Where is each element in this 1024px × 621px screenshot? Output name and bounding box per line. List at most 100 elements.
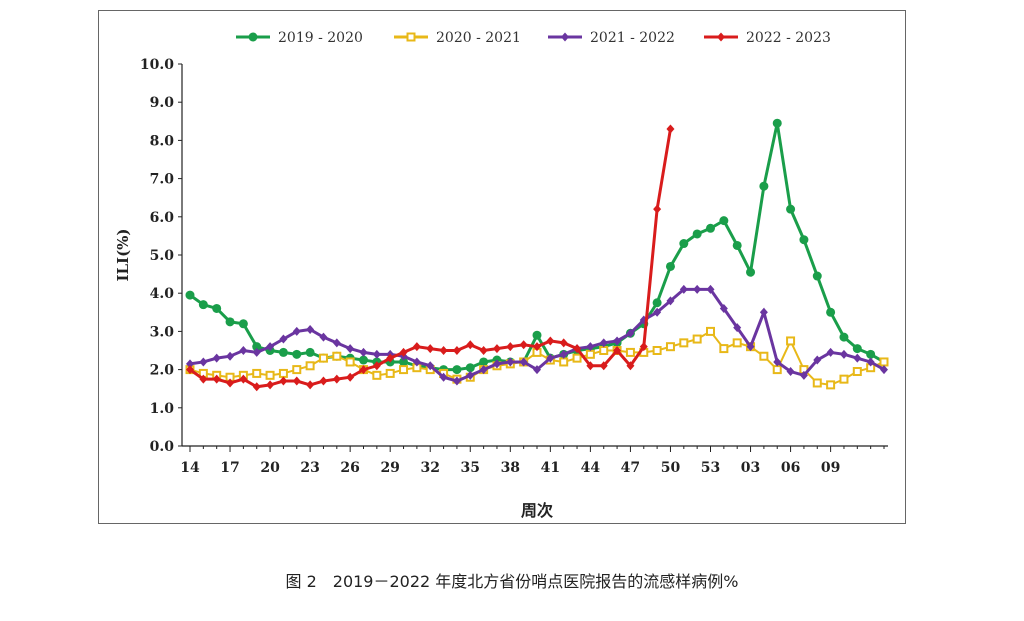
data-point-2021-2022 <box>439 372 448 382</box>
data-point-2019-2020 <box>786 204 796 214</box>
data-point-2020-2021 <box>652 346 662 355</box>
data-point-2019-2020 <box>759 181 769 191</box>
data-point-2022-2023 <box>492 344 501 354</box>
data-point-2020-2021 <box>692 334 702 344</box>
data-point-2020-2021 <box>305 361 315 371</box>
y-tick-label: 10.0 <box>140 57 174 73</box>
data-point-2021-2022 <box>773 357 782 367</box>
data-point-2021-2022 <box>533 365 541 375</box>
y-tick-label: 6.0 <box>150 210 175 226</box>
data-point-2022-2023 <box>452 346 461 355</box>
data-point-2019-2020 <box>238 319 248 329</box>
x-tick-label: 29 <box>380 460 399 476</box>
data-point-2022-2023 <box>599 361 608 371</box>
data-point-2019-2020 <box>812 271 822 281</box>
y-tick-label: 0.0 <box>150 439 175 455</box>
data-point-2022-2023 <box>626 361 635 371</box>
data-point-2021-2022 <box>786 367 795 377</box>
data-point-2020-2021 <box>812 378 822 388</box>
data-point-2019-2020 <box>452 365 462 375</box>
legend-marker-2020-2021 <box>406 32 416 42</box>
data-point-2020-2021 <box>252 368 262 378</box>
data-point-2021-2022 <box>653 307 662 317</box>
data-point-2022-2023 <box>546 336 555 346</box>
data-point-2022-2023 <box>212 374 221 384</box>
data-point-2022-2023 <box>359 365 368 375</box>
data-point-2022-2023 <box>533 342 541 352</box>
legend-label-2019-2020: 2019 - 2020 <box>278 30 363 46</box>
data-point-2022-2023 <box>439 346 448 355</box>
data-point-2020-2021 <box>852 367 862 377</box>
legend-label-2022-2023: 2022 - 2023 <box>746 30 831 46</box>
data-point-2022-2023 <box>506 342 515 352</box>
chart-frame <box>98 10 906 524</box>
data-point-2021-2022 <box>279 334 288 344</box>
data-point-2020-2021 <box>665 342 675 352</box>
data-point-2019-2020 <box>679 239 689 249</box>
legend-label-2020-2021: 2020 - 2021 <box>436 30 521 46</box>
data-point-2022-2023 <box>666 124 675 134</box>
y-tick-label: 2.0 <box>150 363 175 379</box>
data-point-2021-2022 <box>853 353 862 363</box>
data-point-2021-2022 <box>706 284 715 294</box>
y-tick-label: 5.0 <box>150 248 175 264</box>
data-point-2021-2022 <box>719 303 728 313</box>
data-point-2019-2020 <box>665 261 675 271</box>
data-point-2019-2020 <box>852 344 862 354</box>
data-point-2019-2020 <box>706 223 715 233</box>
x-tick-label: 41 <box>541 460 560 476</box>
data-point-2021-2022 <box>346 344 355 354</box>
data-point-2022-2023 <box>466 340 475 350</box>
x-tick-label: 53 <box>701 460 720 476</box>
data-point-2020-2021 <box>679 338 689 348</box>
x-tick-label: 03 <box>741 460 760 476</box>
data-point-2022-2023 <box>226 378 235 388</box>
legend-marker-2019-2020 <box>248 32 258 42</box>
data-point-2022-2023 <box>386 353 395 363</box>
data-point-2019-2020 <box>866 349 876 359</box>
data-point-2020-2021 <box>625 347 635 357</box>
data-point-2022-2023 <box>586 361 595 371</box>
data-point-2019-2020 <box>652 298 662 308</box>
data-point-2022-2023 <box>332 374 341 384</box>
data-point-2021-2022 <box>586 342 595 352</box>
x-tick-label: 47 <box>621 460 640 476</box>
x-tick-label: 50 <box>661 460 681 476</box>
data-point-2022-2023 <box>319 376 328 386</box>
data-point-2019-2020 <box>198 300 208 310</box>
data-point-2019-2020 <box>692 229 702 239</box>
data-point-2021-2022 <box>679 284 688 294</box>
data-point-2019-2020 <box>799 235 809 245</box>
data-point-2020-2021 <box>345 357 355 367</box>
data-point-2021-2022 <box>492 359 501 369</box>
y-tick-label: 3.0 <box>150 324 175 340</box>
data-point-2021-2022 <box>452 376 461 386</box>
data-point-2020-2021 <box>385 368 395 378</box>
data-point-2020-2021 <box>826 380 836 390</box>
y-tick-label: 7.0 <box>150 172 175 188</box>
data-point-2022-2023 <box>399 347 408 357</box>
data-point-2020-2021 <box>786 336 796 346</box>
data-point-2021-2022 <box>466 370 475 380</box>
data-point-2022-2023 <box>346 372 355 382</box>
data-point-2021-2022 <box>626 328 635 338</box>
data-point-2021-2022 <box>226 351 235 361</box>
data-point-2020-2021 <box>706 326 715 336</box>
data-point-2020-2021 <box>572 353 582 363</box>
x-tick-label: 20 <box>260 460 280 476</box>
data-point-2020-2021 <box>732 338 742 348</box>
x-axis-title: 周次 <box>521 501 553 520</box>
x-tick-label: 14 <box>180 460 200 476</box>
y-tick-label: 1.0 <box>150 401 175 417</box>
x-tick-label: 09 <box>821 460 840 476</box>
data-point-2022-2023 <box>613 346 622 355</box>
data-point-2019-2020 <box>292 349 302 359</box>
data-point-2019-2020 <box>305 347 315 357</box>
data-point-2020-2021 <box>719 344 729 354</box>
data-point-2022-2023 <box>559 338 568 348</box>
figure-caption: 图 2 2019－2022 年度北方省份哨点医院报告的流感样病例% <box>285 572 739 591</box>
data-point-2022-2023 <box>279 376 288 386</box>
data-point-2022-2023 <box>426 344 435 354</box>
data-point-2022-2023 <box>292 376 301 386</box>
data-point-2021-2022 <box>252 347 261 357</box>
